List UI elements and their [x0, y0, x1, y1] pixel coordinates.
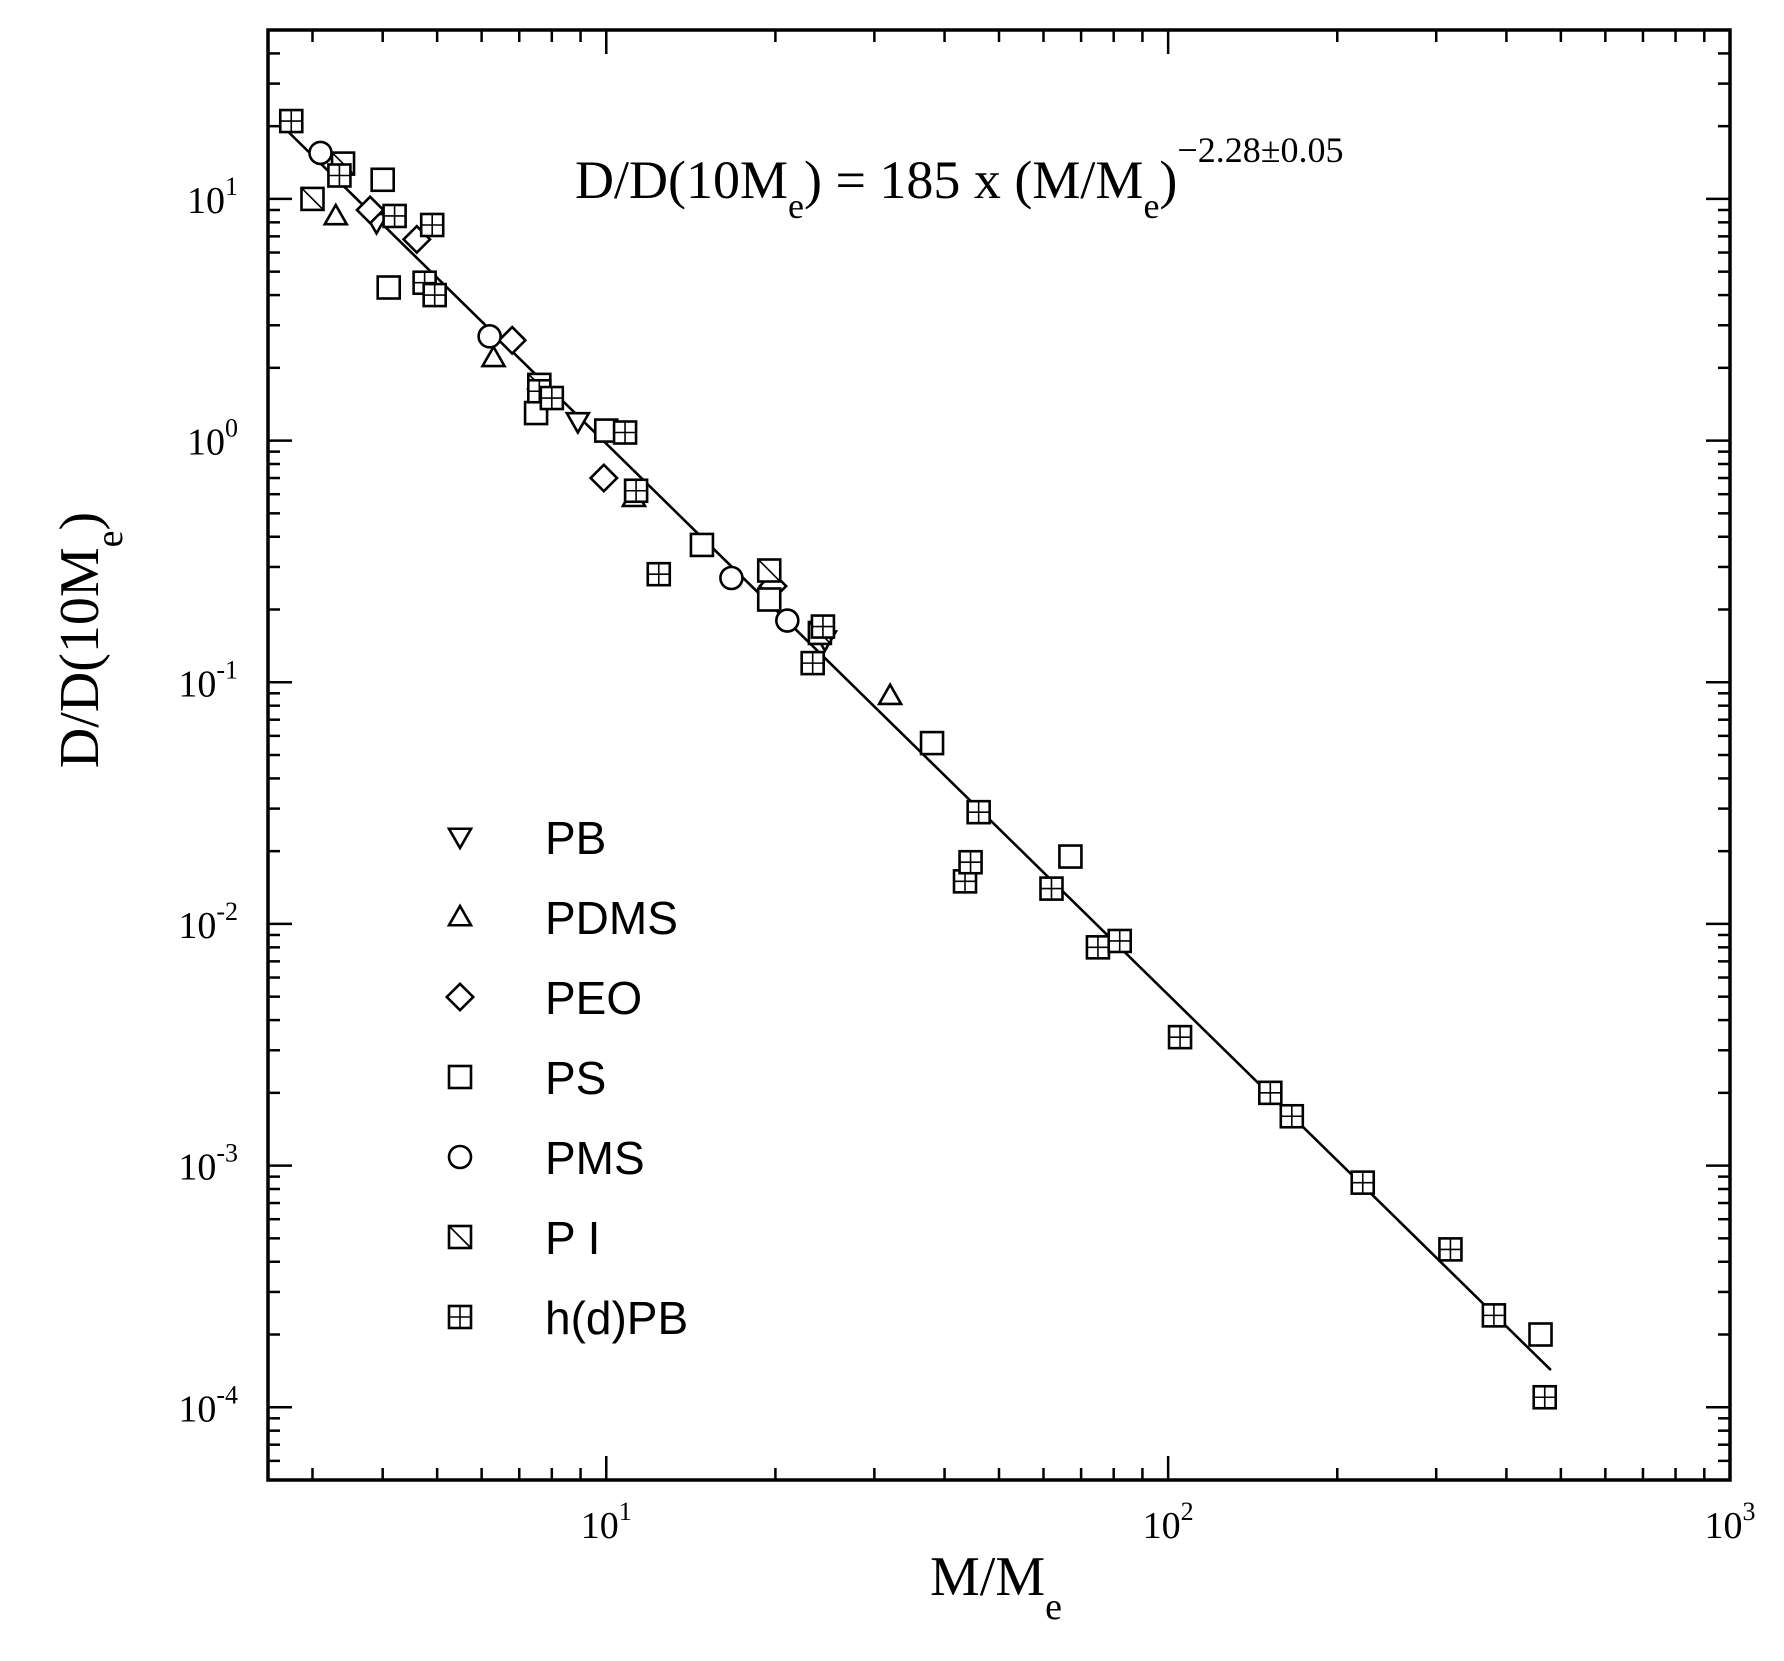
point-pms: [308, 140, 333, 166]
legend-label-h-d-pb: h(d)PB: [545, 1292, 688, 1344]
point-pms: [719, 565, 744, 591]
point-pdms: [322, 202, 349, 226]
point-ps: [756, 587, 782, 612]
point-h-d-pb: [646, 561, 672, 587]
point-ps: [919, 730, 945, 756]
x-tick-label: 103: [1705, 1497, 1756, 1547]
point-p-i: [300, 186, 325, 212]
point-ps: [1528, 1322, 1553, 1347]
legend-label-pb: PB: [545, 812, 606, 864]
point-h-d-pb: [1279, 1103, 1305, 1129]
point-ps: [376, 275, 402, 300]
axis-ticks: [268, 28, 1732, 1482]
point-h-d-pb: [1438, 1237, 1463, 1262]
legend-label-p-i: P I: [545, 1212, 600, 1264]
y-tick-label: 100: [187, 414, 238, 464]
data-points: [278, 108, 1558, 1410]
fit-equation: D/D(10Me) = 185 x (M/Me)−2.28±0.05: [575, 130, 1343, 226]
y-tick-label: 10-3: [178, 1139, 238, 1189]
point-h-d-pb: [382, 203, 407, 229]
legend-marker-pdms: [446, 903, 474, 927]
point-peo: [588, 462, 619, 494]
point-pdms: [876, 682, 904, 706]
y-axis-title: D/D(10Me): [49, 512, 131, 768]
point-h-d-pb: [1167, 1024, 1193, 1050]
legend-label-peo: PEO: [545, 972, 642, 1024]
legend-marker-pb: [446, 827, 474, 851]
x-tick-label: 102: [1143, 1497, 1194, 1547]
legend-marker-pms: [447, 1144, 473, 1170]
legend-marker-p-i: [447, 1224, 473, 1250]
legend-label-pdms: PDMS: [545, 892, 678, 944]
point-h-d-pb: [419, 212, 445, 238]
point-h-d-pb: [966, 799, 991, 825]
point-pms: [477, 324, 502, 349]
point-h-d-pb: [1532, 1384, 1558, 1410]
point-p-i: [756, 558, 782, 583]
point-h-d-pb: [1039, 876, 1064, 901]
point-h-d-pb: [1481, 1303, 1507, 1328]
point-ps: [689, 532, 715, 558]
point-h-d-pb: [539, 385, 565, 411]
x-tick-label: 101: [581, 1497, 632, 1547]
tick-labels: 101 102 103 10-4 10-3 10-2 10-1 100 101: [178, 172, 1755, 1547]
legend-label-ps: PS: [545, 1052, 606, 1104]
y-tick-label: 10-1: [178, 655, 238, 705]
point-peo: [355, 194, 386, 226]
point-h-d-pb: [612, 420, 638, 445]
point-h-d-pb: [1258, 1080, 1283, 1106]
x-axis-title: M/Me: [930, 1546, 1062, 1628]
point-pdms: [480, 344, 507, 368]
point-h-d-pb: [422, 282, 447, 308]
legend-label-pms: PMS: [545, 1132, 645, 1184]
point-peo: [497, 325, 528, 356]
point-ps: [1058, 844, 1083, 869]
legend: PB PDMS PEO PS PMS P I h(d)PB: [444, 812, 688, 1344]
point-h-d-pb: [623, 478, 649, 504]
legend-marker-ps: [447, 1064, 473, 1090]
y-tick-label: 101: [187, 172, 238, 222]
point-h-d-pb: [278, 108, 304, 134]
point-pb: [564, 411, 592, 436]
point-h-d-pb: [800, 650, 825, 676]
point-h-d-pb: [1350, 1170, 1376, 1195]
point-pms: [775, 608, 800, 633]
y-tick-label: 10-4: [178, 1380, 238, 1430]
point-h-d-pb: [810, 614, 836, 639]
point-ps: [370, 167, 395, 193]
point-h-d-pb: [1085, 935, 1111, 960]
plot-area: [266, 28, 1732, 1482]
point-h-d-pb: [1107, 928, 1133, 954]
point-h-d-pb: [958, 849, 983, 875]
legend-marker-peo: [444, 981, 476, 1013]
point-h-d-pb: [327, 163, 352, 188]
legend-marker-h-d-pb: [447, 1304, 473, 1330]
y-tick-label: 10-2: [178, 897, 238, 947]
